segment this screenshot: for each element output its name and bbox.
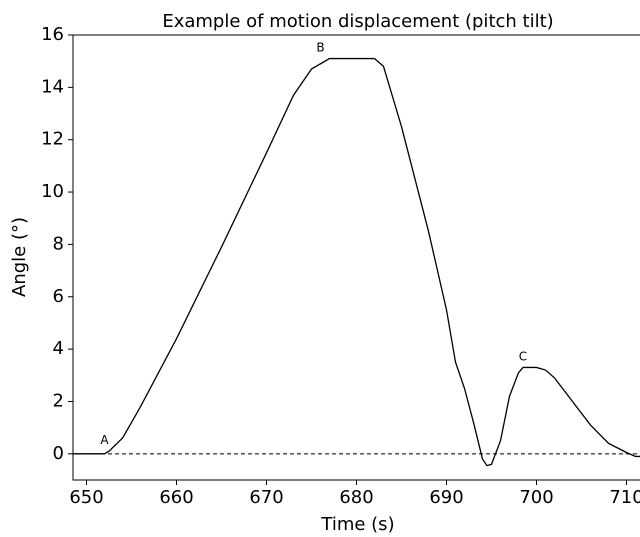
- x-tick-label: 670: [249, 487, 283, 508]
- series-line: [73, 57, 640, 467]
- y-tick-label: 6: [53, 286, 64, 307]
- y-axis-label: Angle (°): [9, 217, 30, 297]
- x-tick-label: 650: [69, 487, 103, 508]
- y-tick-label: 10: [41, 181, 64, 202]
- x-tick-label: 710: [609, 487, 640, 508]
- x-axis-label: Time (s): [320, 514, 394, 535]
- y-tick-label: 16: [41, 24, 64, 45]
- y-tick-label: 12: [41, 129, 64, 150]
- y-tick-label: 14: [41, 76, 64, 97]
- y-tick-label: 4: [53, 338, 64, 359]
- y-tick-label: 8: [53, 233, 64, 254]
- annotation: B: [316, 41, 324, 55]
- plot-frame: [72, 34, 640, 481]
- y-tick-label: 0: [53, 443, 64, 464]
- y-tick-label: 2: [53, 390, 64, 411]
- x-tick-label: 660: [159, 487, 193, 508]
- chart-title: Example of motion displacement (pitch ti…: [162, 11, 553, 32]
- x-tick-label: 690: [429, 487, 463, 508]
- annotation: A: [100, 433, 109, 447]
- x-tick-label: 700: [519, 487, 553, 508]
- x-tick-label: 680: [339, 487, 373, 508]
- annotation: C: [519, 349, 527, 363]
